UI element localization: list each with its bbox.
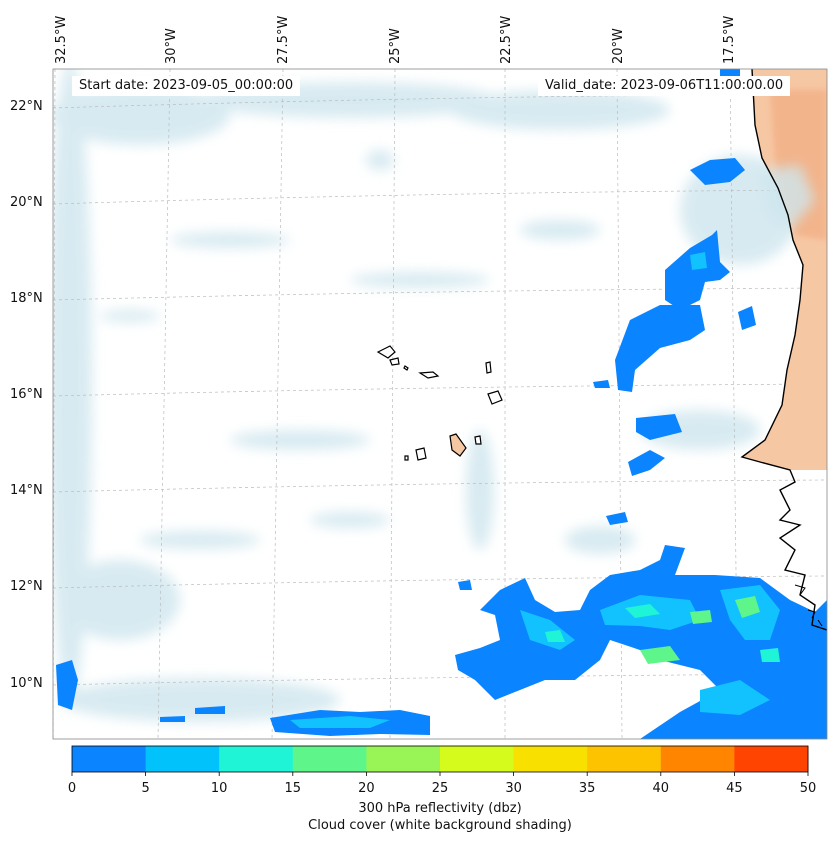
colorbar-tick-label: 5: [141, 781, 150, 796]
colorbar-sublabel: Cloud cover (white background shading): [308, 818, 572, 833]
colorbar-segment: [440, 746, 515, 772]
colorbar-segment: [513, 746, 588, 772]
colorbar-tick-label: 40: [652, 781, 670, 796]
lat-label: 20°N: [10, 195, 43, 210]
colorbar-tick-label: 0: [67, 781, 77, 796]
coastline-africa: [740, 69, 827, 631]
lon-label: 30°W: [164, 28, 179, 64]
colorbar-segment: [145, 746, 220, 772]
cape-verde-islands: [376, 345, 503, 461]
lon-label: 32.5°W: [54, 15, 69, 64]
reflectivity-cells: [56, 69, 827, 739]
colorbar-tick-label: 35: [578, 781, 596, 796]
colorbar-segment: [366, 746, 441, 772]
start-date-label: Start date: 2023-09-05_00:00:00: [72, 76, 301, 96]
lon-label: 25°W: [388, 28, 403, 64]
colorbar-segment: [734, 746, 809, 772]
colorbar-tick-label: 25: [431, 781, 449, 796]
colorbar-tick-label: 30: [505, 781, 522, 796]
colorbar-segment: [292, 746, 367, 772]
colorbar-segment: [660, 746, 735, 772]
lat-label: 14°N: [10, 483, 43, 498]
lat-label: 16°N: [10, 387, 43, 402]
colorbar-tick-label: 15: [284, 781, 302, 796]
lat-label: 12°N: [10, 579, 43, 594]
valid-date-label: Valid_date: 2023-09-06T11:00:00.00: [538, 76, 791, 96]
lon-label: 17.5°W: [722, 15, 737, 64]
lon-label: 22.5°W: [499, 15, 514, 64]
lat-label: 22°N: [10, 99, 43, 114]
colorbar-tick-label: 20: [358, 781, 375, 796]
colorbar-segment: [72, 746, 147, 772]
lat-label: 10°N: [10, 676, 43, 691]
coastline-guinea-bissau-islands: [794, 584, 823, 627]
lat-label: 18°N: [10, 291, 43, 306]
lon-label: 20°W: [611, 28, 626, 64]
colorbar-tick-label: 45: [726, 781, 743, 796]
colorbar: [71, 745, 809, 776]
lon-label: 27.5°W: [276, 15, 291, 64]
map-frame: [52, 68, 828, 740]
colorbar-tick-label: 10: [210, 781, 228, 796]
colorbar-segment: [219, 746, 294, 772]
colorbar-segment: [587, 746, 662, 772]
colorbar-label: 300 hPa reflectivity (dbz): [358, 801, 522, 816]
colorbar-tick-label: 50: [799, 781, 817, 796]
